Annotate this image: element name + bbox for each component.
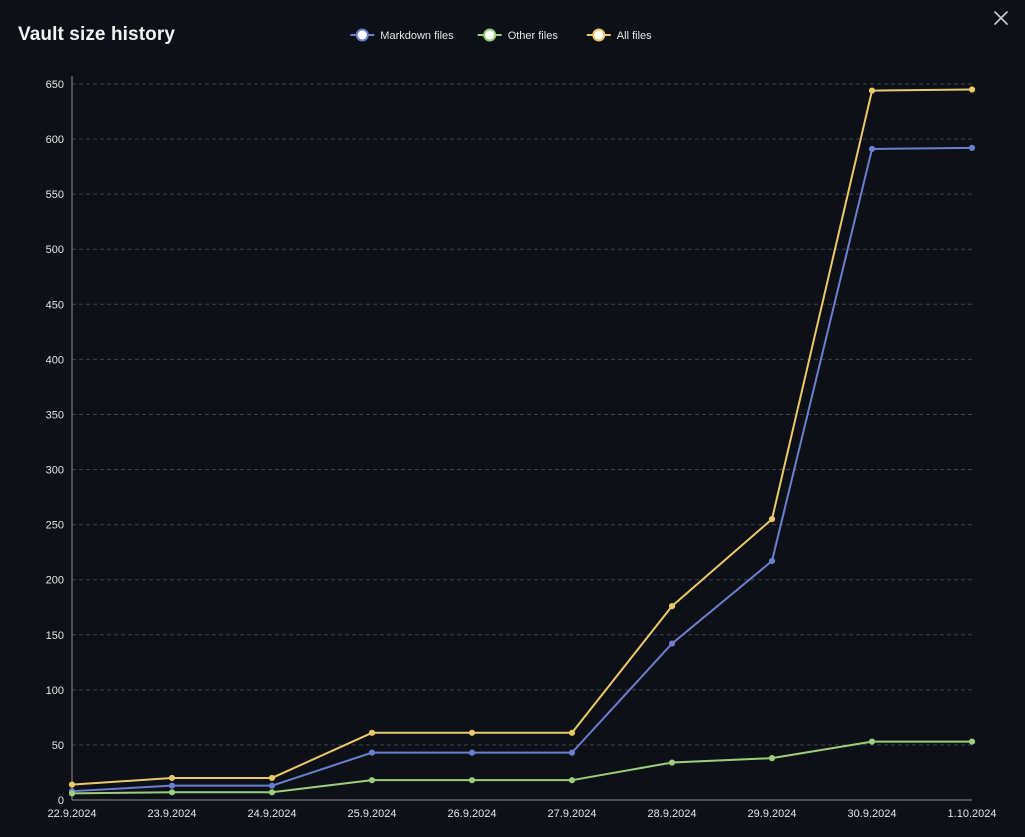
data-point[interactable] xyxy=(768,516,776,523)
x-axis-ticks: 22.9.2024 23.9.2024 24.9.2024 25.9.2024 26.9… xyxy=(48,808,997,820)
y-tick-label: 0 xyxy=(58,795,64,807)
data-point[interactable] xyxy=(668,759,676,766)
data-point[interactable] xyxy=(768,755,776,762)
data-point[interactable] xyxy=(468,749,476,756)
legend-label: All files xyxy=(617,30,652,42)
series-other-files xyxy=(68,738,976,797)
y-tick-label: 150 xyxy=(46,630,64,642)
data-point[interactable] xyxy=(68,781,76,788)
x-tick-label: 28.9.2024 xyxy=(648,808,697,820)
legend-marker-icon xyxy=(483,28,497,42)
y-tick-label: 50 xyxy=(52,740,64,752)
x-tick-label: 30.9.2024 xyxy=(848,808,897,820)
data-point[interactable] xyxy=(968,144,976,151)
x-tick-label: 1.10.2024 xyxy=(948,808,997,820)
series-line xyxy=(71,146,973,793)
x-tick-label: 27.9.2024 xyxy=(548,808,597,820)
y-tick-label: 250 xyxy=(46,520,64,532)
x-tick-label: 25.9.2024 xyxy=(348,808,397,820)
y-tick-label: 400 xyxy=(46,354,64,366)
y-tick-label: 500 xyxy=(46,244,64,256)
x-tick-label: 24.9.2024 xyxy=(248,808,297,820)
legend-item[interactable]: All files xyxy=(586,28,652,43)
y-tick-label: 100 xyxy=(46,685,64,697)
grid-lines xyxy=(72,83,972,746)
y-tick-label: 450 xyxy=(46,299,64,311)
data-point[interactable] xyxy=(868,738,876,745)
data-point[interactable] xyxy=(168,782,176,789)
x-tick-label: 23.9.2024 xyxy=(148,808,197,820)
data-point[interactable] xyxy=(368,777,376,784)
data-point[interactable] xyxy=(368,729,376,736)
y-axis-ticks: 0 50 100 150 200 250 300 350 400 450 500 550 600 650 xyxy=(46,79,64,807)
series-all-files xyxy=(68,86,976,788)
data-point[interactable] xyxy=(168,774,176,782)
data-point[interactable] xyxy=(868,145,876,153)
data-point[interactable] xyxy=(568,777,576,784)
close-icon[interactable] xyxy=(989,6,1013,30)
data-point[interactable] xyxy=(568,729,576,736)
y-tick-label: 350 xyxy=(46,409,64,421)
legend-marker-icon xyxy=(355,28,369,42)
legend-item[interactable]: Other files xyxy=(477,28,559,43)
y-tick-label: 300 xyxy=(46,465,64,477)
data-point[interactable] xyxy=(468,777,476,784)
data-point[interactable] xyxy=(368,749,376,756)
x-tick-label: 29.9.2024 xyxy=(748,808,797,820)
y-tick-label: 650 xyxy=(46,79,64,91)
y-tick-label: 600 xyxy=(46,134,64,146)
chart-title: Vault size history xyxy=(18,24,176,45)
data-point[interactable] xyxy=(168,789,176,796)
data-point[interactable] xyxy=(968,738,976,745)
x-tick-label: 22.9.2024 xyxy=(48,808,97,820)
data-point[interactable] xyxy=(768,557,776,565)
data-point[interactable] xyxy=(568,749,576,756)
legend-item[interactable]: Markdown files xyxy=(350,28,454,43)
chart-legend: Markdown files Other files All files xyxy=(350,28,652,43)
series-line xyxy=(71,88,973,786)
data-point[interactable] xyxy=(268,782,276,789)
series-layer xyxy=(68,86,976,797)
series-line xyxy=(71,740,972,795)
data-point[interactable] xyxy=(268,774,276,782)
axes xyxy=(71,76,972,801)
data-point[interactable] xyxy=(668,640,676,647)
legend-label: Other files xyxy=(508,30,559,42)
x-tick-label: 26.9.2024 xyxy=(448,808,497,820)
y-tick-label: 200 xyxy=(46,575,64,587)
legend-label: Markdown files xyxy=(380,30,454,42)
data-point[interactable] xyxy=(468,729,476,736)
data-point[interactable] xyxy=(268,789,276,796)
data-point[interactable] xyxy=(668,603,676,610)
data-point[interactable] xyxy=(68,790,76,797)
data-point[interactable] xyxy=(968,86,976,93)
data-point[interactable] xyxy=(868,87,876,94)
legend-marker-icon xyxy=(592,28,606,42)
y-tick-label: 550 xyxy=(46,189,64,201)
